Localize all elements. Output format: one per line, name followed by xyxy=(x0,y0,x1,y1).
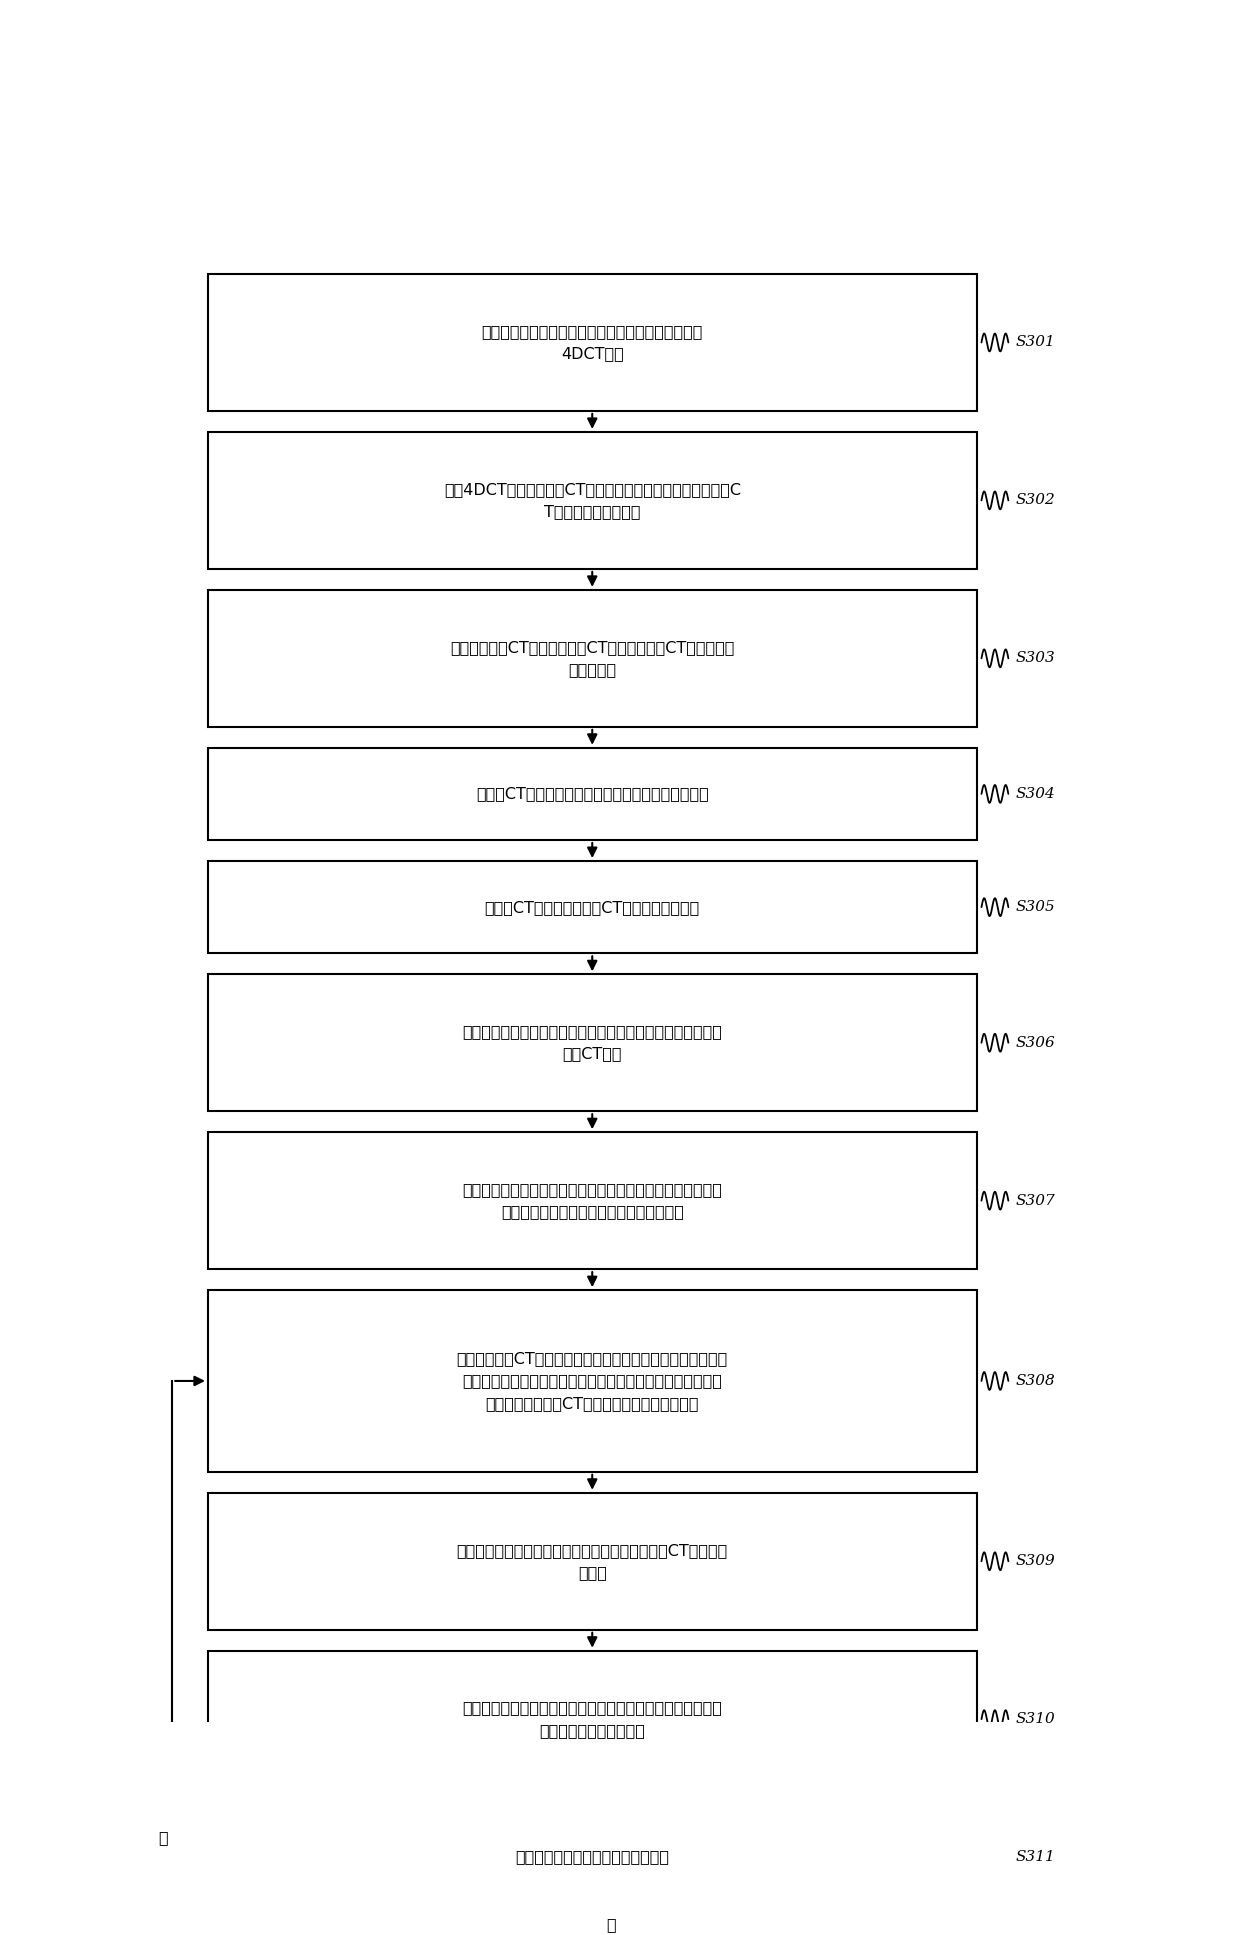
Text: 根据每个静态CT图像中各采样点在相应的当前子野中的单位剂
量，与子野跳数的乘积，并结合该乘积在各当前子野中的累加
和，确定不同静态CT图像中各采样点的计划剂量: 根据每个静态CT图像中各采样点在相应的当前子野中的单位剂 量，与子野跳数的乘积，… xyxy=(456,1351,728,1411)
Text: 目标函数的函数值是否满足预设条件: 目标函数的函数值是否满足预设条件 xyxy=(516,1850,670,1865)
Text: S309: S309 xyxy=(1016,1554,1055,1567)
Text: S308: S308 xyxy=(1016,1374,1055,1387)
Text: 根据各时间长度在生理运动周期的占比确定各静态CT图像的剂
量权重: 根据各时间长度在生理运动周期的占比确定各静态CT图像的剂 量权重 xyxy=(456,1542,728,1579)
Text: S301: S301 xyxy=(1016,335,1055,350)
FancyBboxPatch shape xyxy=(208,1291,977,1473)
Text: 根据配准结果将所勾画的感兴趣区域以及各采样点映射至其他
静态CT图像: 根据配准结果将所勾画的感兴趣区域以及各采样点映射至其他 静态CT图像 xyxy=(463,1024,722,1060)
FancyBboxPatch shape xyxy=(208,1651,977,1788)
Text: 确定一个生理运动周期，并获取该生理运动周期内的
4DCT图像: 确定一个生理运动周期，并获取该生理运动周期内的 4DCT图像 xyxy=(481,323,703,362)
Polygon shape xyxy=(208,1809,977,1906)
Text: S302: S302 xyxy=(1016,493,1055,507)
Text: S304: S304 xyxy=(1016,788,1055,801)
FancyBboxPatch shape xyxy=(208,861,977,954)
FancyBboxPatch shape xyxy=(208,1925,977,1935)
FancyBboxPatch shape xyxy=(208,432,977,569)
Text: S311: S311 xyxy=(1016,1850,1055,1863)
FancyBboxPatch shape xyxy=(208,747,977,840)
Text: 选择任一静态CT图像作为当前CT图像，在当前CT图像中勾画
感兴趣区域: 选择任一静态CT图像作为当前CT图像，在当前CT图像中勾画 感兴趣区域 xyxy=(450,640,734,677)
Text: 根据4DCT图像中各静态CT图像对应的扫描时刻，确定各静态C
T图像对应的时间长度: 根据4DCT图像中各静态CT图像对应的扫描时刻，确定各静态C T图像对应的时间长… xyxy=(444,482,740,519)
FancyBboxPatch shape xyxy=(208,275,977,410)
FancyBboxPatch shape xyxy=(208,1132,977,1269)
Text: S307: S307 xyxy=(1016,1194,1055,1207)
Text: S306: S306 xyxy=(1016,1035,1055,1049)
FancyBboxPatch shape xyxy=(208,973,977,1111)
FancyBboxPatch shape xyxy=(208,590,977,728)
Text: S310: S310 xyxy=(1016,1712,1055,1726)
Text: 是: 是 xyxy=(606,1918,616,1933)
Text: S303: S303 xyxy=(1016,652,1055,666)
Text: 根据各采样点的标识以及相应的感兴趣区域的目标剂量，构建
以子野形状和子野跳数为自变量的目标函数: 根据各采样点的标识以及相应的感兴趣区域的目标剂量，构建 以子野形状和子野跳数为自… xyxy=(463,1182,722,1219)
FancyBboxPatch shape xyxy=(208,1492,977,1629)
Text: 将当前CT图像与其他静态CT图像进行形变配准: 将当前CT图像与其他静态CT图像进行形变配准 xyxy=(485,900,699,915)
Text: S305: S305 xyxy=(1016,900,1055,913)
Text: 对当前CT图像的感兴趣区域进行采样得到多个采样点: 对当前CT图像的感兴趣区域进行采样得到多个采样点 xyxy=(476,786,708,801)
Text: 根据各采样点的计划剂量与权重的加权和，确定各采样点在生
理运动周期内的当前剂量: 根据各采样点的计划剂量与权重的加权和，确定各采样点在生 理运动周期内的当前剂量 xyxy=(463,1701,722,1738)
Text: 否: 否 xyxy=(157,1831,167,1846)
